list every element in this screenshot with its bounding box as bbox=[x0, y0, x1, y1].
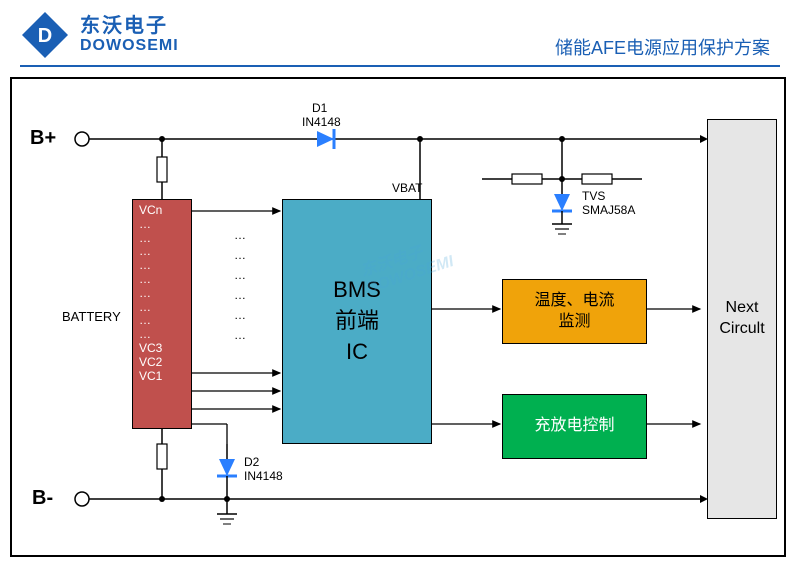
d2-part: IN4148 bbox=[244, 469, 283, 483]
terminal-b-plus: B+ bbox=[30, 127, 56, 150]
header: D 东沃电子 DOWOSEMI 储能AFE电源应用保护方案 bbox=[0, 0, 800, 65]
bms-line2: 前端 bbox=[335, 306, 379, 337]
page-title: 储能AFE电源应用保护方案 bbox=[555, 34, 770, 60]
next-line2: Circult bbox=[719, 319, 764, 340]
svg-text:D: D bbox=[38, 25, 52, 47]
vc-dots: … bbox=[139, 245, 151, 259]
tvs-label: TVS bbox=[582, 189, 605, 203]
svg-text:…: … bbox=[234, 288, 246, 302]
vc-n: VCn bbox=[139, 204, 162, 218]
next-line1: Next bbox=[726, 298, 759, 319]
battery-block: VCn … … … … … … … … … VC3 VC2 VC1 bbox=[132, 199, 192, 429]
vc-dots: … bbox=[139, 328, 151, 342]
d1-part: IN4148 bbox=[302, 115, 341, 129]
logo-text: 东沃电子 DOWOSEMI bbox=[80, 15, 179, 55]
svg-text:…: … bbox=[234, 248, 246, 262]
d1-label: D1 bbox=[312, 101, 327, 115]
battery-label: BATTERY bbox=[62, 309, 121, 324]
svg-text:…: … bbox=[234, 308, 246, 322]
svg-text:…: … bbox=[234, 268, 246, 282]
vc-dots: … bbox=[139, 232, 151, 246]
vc3: VC3 bbox=[139, 342, 162, 356]
next-circuit-block: Next Circult bbox=[707, 119, 777, 519]
d2-label: D2 bbox=[244, 455, 259, 469]
bms-block: BMS 前端 IC bbox=[282, 199, 432, 444]
vbat-label: VBAT bbox=[392, 181, 422, 195]
vc1: VC1 bbox=[139, 370, 162, 384]
vc2: VC2 bbox=[139, 356, 162, 370]
vc-dots: … bbox=[139, 314, 151, 328]
vc-dots: … bbox=[139, 273, 151, 287]
brand-en: DOWOSEMI bbox=[80, 37, 179, 55]
svg-text:…: … bbox=[234, 228, 246, 242]
temp-current-block: 温度、电流 监测 bbox=[502, 279, 647, 344]
logo-icon: D bbox=[20, 10, 70, 60]
bms-line1: BMS bbox=[333, 275, 381, 306]
terminal-b-minus: B- bbox=[32, 487, 53, 510]
circuit-diagram: … … … … … … bbox=[10, 77, 786, 557]
vc-dots: … bbox=[139, 259, 151, 273]
vc-dots: … bbox=[139, 218, 151, 232]
svg-text:…: … bbox=[234, 328, 246, 342]
temp-line1: 温度、电流 bbox=[534, 291, 614, 312]
temp-line2: 监测 bbox=[558, 312, 590, 333]
vc-dots: … bbox=[139, 287, 151, 301]
tvs-part: SMAJ58A bbox=[582, 203, 635, 217]
bms-line3: IC bbox=[346, 337, 368, 368]
brand-cn: 东沃电子 bbox=[80, 15, 179, 37]
vc-dots: … bbox=[139, 301, 151, 315]
charge-block: 充放电控制 bbox=[502, 394, 647, 459]
charge-text: 充放电控制 bbox=[534, 416, 614, 437]
header-rule bbox=[20, 65, 780, 67]
